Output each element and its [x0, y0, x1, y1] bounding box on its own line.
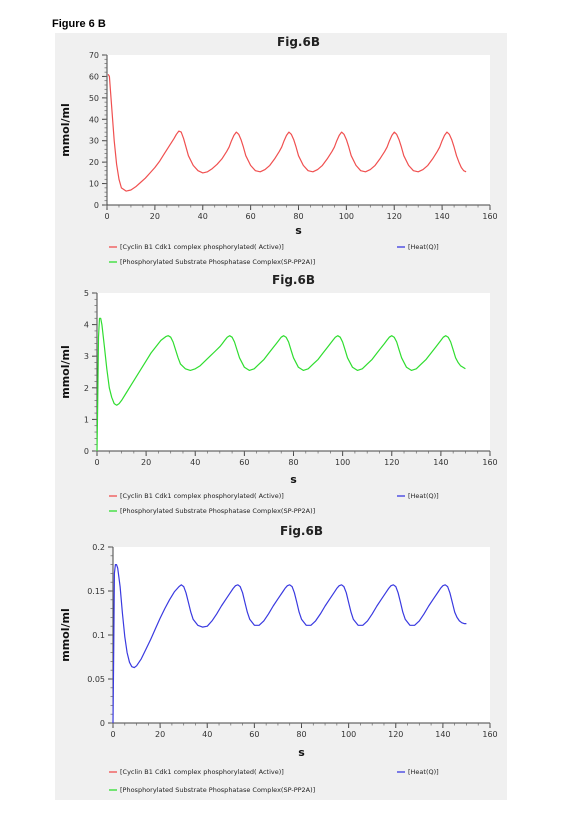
- x-tick-label: 100: [339, 212, 354, 221]
- chart-panel-2: Fig.6B 0 20 40 60 80 100 120 140 160 0 1 2 3 4 5 s mmol/m…: [55, 271, 507, 520]
- x-tick-label: 120: [387, 212, 402, 221]
- y-tick-label: 0.05: [87, 675, 105, 684]
- legend-label-spp2a: [Phosphorylated Substrate Phosphatase Co…: [120, 786, 315, 794]
- x-tick-label: 140: [433, 458, 448, 467]
- series-line: [112, 563, 467, 724]
- x-axis-label: s: [298, 746, 305, 759]
- series-line: [107, 74, 467, 192]
- legend-label-active: [Cyclin B1 Cdk1 complex phosphorylated( …: [120, 768, 284, 776]
- x-tick-label: 160: [482, 212, 497, 221]
- y-tick-label: 0.15: [87, 587, 105, 596]
- x-tick-label: 140: [434, 212, 449, 221]
- x-tick-label: 140: [435, 730, 450, 739]
- x-tick-label: 40: [190, 458, 200, 467]
- y-tick-label: 20: [89, 158, 99, 167]
- legend-label-heat: [Heat(Q)]: [408, 492, 439, 500]
- x-tick-label: 100: [341, 730, 356, 739]
- y-axis-label: mmol/ml: [59, 608, 72, 662]
- y-tick-label: 1: [84, 415, 89, 424]
- y-tick-label: 4: [84, 321, 89, 330]
- x-tick-label: 0: [104, 212, 109, 221]
- plot-area: [97, 293, 490, 451]
- x-axis-label: s: [295, 224, 302, 237]
- chart-2: Fig.6B 0 20 40 60 80 100 120 140 160 0 1 2 3 4 5 s mmol/m…: [59, 273, 498, 515]
- legend-label-heat: [Heat(Q)]: [408, 243, 439, 251]
- x-tick-label: 60: [246, 212, 256, 221]
- x-tick-label: 160: [482, 730, 497, 739]
- x-tick-label: 80: [296, 730, 306, 739]
- x-tick-label: 60: [239, 458, 249, 467]
- x-tick-label: 40: [198, 212, 208, 221]
- x-tick-label: 20: [141, 458, 151, 467]
- x-tick-label: 20: [150, 212, 160, 221]
- x-tick-label: 160: [482, 458, 497, 467]
- chart-title: Fig.6B: [280, 524, 323, 538]
- y-tick-label: 0.2: [92, 543, 105, 552]
- chart-title: Fig.6B: [272, 273, 315, 287]
- legend-label-active: [Cyclin B1 Cdk1 complex phosphorylated( …: [120, 243, 284, 251]
- y-axis-label: mmol/ml: [59, 103, 72, 157]
- x-tick-label: 20: [155, 730, 165, 739]
- chart-panel-1: Fig.6B 0 20 40 60 80 100 120 140 160 0 10 20 30 40 50 60…: [55, 33, 507, 271]
- legend-label-active: [Cyclin B1 Cdk1 complex phosphorylated( …: [120, 492, 284, 500]
- y-tick-label: 2: [84, 384, 89, 393]
- chart-1: Fig.6B 0 20 40 60 80 100 120 140 160 0 10 20 30 40 50 60…: [59, 35, 498, 266]
- x-tick-label: 100: [335, 458, 350, 467]
- x-tick-label: 40: [202, 730, 212, 739]
- y-tick-label: 0: [94, 201, 99, 210]
- legend-label-heat: [Heat(Q)]: [408, 768, 439, 776]
- x-tick-label: 120: [384, 458, 399, 467]
- y-tick-label: 60: [89, 72, 99, 81]
- y-tick-label: 70: [89, 51, 99, 60]
- legend-label-spp2a: [Phosphorylated Substrate Phosphatase Co…: [120, 507, 315, 515]
- y-tick-label: 0: [84, 447, 89, 456]
- x-tick-label: 0: [110, 730, 115, 739]
- plot-area: [107, 55, 490, 205]
- y-tick-label: 0.1: [92, 631, 105, 640]
- y-axis-label: mmol/ml: [59, 345, 72, 399]
- figure-label: Figure 6 B: [52, 18, 106, 30]
- y-tick-label: 3: [84, 352, 89, 361]
- y-tick-label: 40: [89, 115, 99, 124]
- x-tick-label: 120: [388, 730, 403, 739]
- plot-area: [113, 547, 490, 723]
- chart-panel-3: Fig.6B 0 20 40 60 80 100 120 140 160 0 0.05 0.1 0.15 0…: [55, 520, 507, 800]
- y-tick-label: 10: [89, 180, 99, 189]
- x-tick-label: 80: [288, 458, 298, 467]
- legend-label-spp2a: [Phosphorylated Substrate Phosphatase Co…: [120, 258, 315, 266]
- chart-title: Fig.6B: [277, 35, 320, 49]
- y-tick-label: 5: [84, 289, 89, 298]
- x-tick-label: 0: [94, 458, 99, 467]
- x-axis-label: s: [290, 473, 297, 486]
- y-tick-label: 0: [100, 719, 105, 728]
- y-tick-label: 50: [89, 94, 99, 103]
- x-tick-label: 80: [293, 212, 303, 221]
- chart-3: Fig.6B 0 20 40 60 80 100 120 140 160 0 0.05 0.1 0.15 0…: [59, 524, 498, 794]
- series-line: [96, 317, 466, 452]
- x-tick-label: 60: [249, 730, 259, 739]
- y-tick-label: 30: [89, 137, 99, 146]
